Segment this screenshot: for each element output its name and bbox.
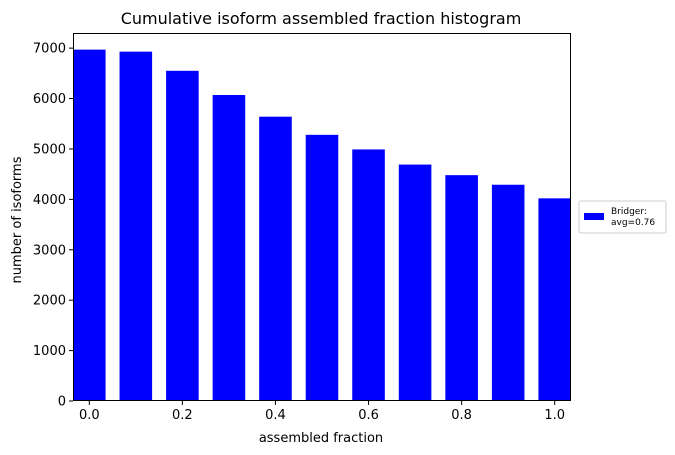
legend-box: [578, 200, 667, 234]
bar: [73, 49, 106, 401]
bar: [212, 95, 246, 401]
plot-frame: [73, 33, 571, 401]
bar: [538, 198, 571, 401]
bar: [491, 184, 525, 401]
x-axis-label: assembled fraction: [259, 431, 383, 446]
y-tick-label: 6000: [33, 92, 66, 107]
y-tick-label: 2000: [33, 294, 66, 309]
y-tick-label: 4000: [33, 193, 66, 208]
legend-entry-line-1: Bridger:: [611, 207, 647, 217]
y-axis-ticks: 0 1000 2000 3000 4000 5000 6000 7000: [33, 42, 73, 410]
bar: [445, 175, 478, 401]
chart-title: Cumulative isoform assembled fraction hi…: [121, 9, 522, 28]
x-tick-label: 0.4: [265, 408, 286, 423]
x-axis-ticks: 0.0 0.2 0.4 0.6 0.8 1.0: [79, 401, 565, 423]
y-tick-label: 0: [58, 395, 66, 410]
legend: Bridger: avg=0.76: [578, 200, 667, 234]
legend-swatch: [584, 213, 604, 220]
x-tick-label: 1.0: [544, 408, 565, 423]
bar: [119, 51, 153, 401]
y-axis-label: number of isoforms: [10, 156, 25, 283]
y-tick-label: 7000: [33, 42, 66, 57]
bars-group: [73, 49, 571, 401]
legend-entry-line-2: avg=0.76: [611, 218, 655, 228]
bar: [398, 164, 432, 401]
x-tick-label: 0.8: [451, 408, 472, 423]
y-tick-label: 3000: [33, 243, 66, 258]
bar: [352, 149, 385, 401]
y-tick-label: 5000: [33, 142, 66, 157]
y-tick-label: 1000: [33, 344, 66, 359]
x-tick-label: 0.6: [358, 408, 379, 423]
bar: [259, 116, 292, 401]
bar: [305, 134, 339, 401]
x-tick-label: 0.0: [79, 408, 100, 423]
bar: [166, 70, 199, 401]
x-tick-label: 0.2: [172, 408, 193, 423]
